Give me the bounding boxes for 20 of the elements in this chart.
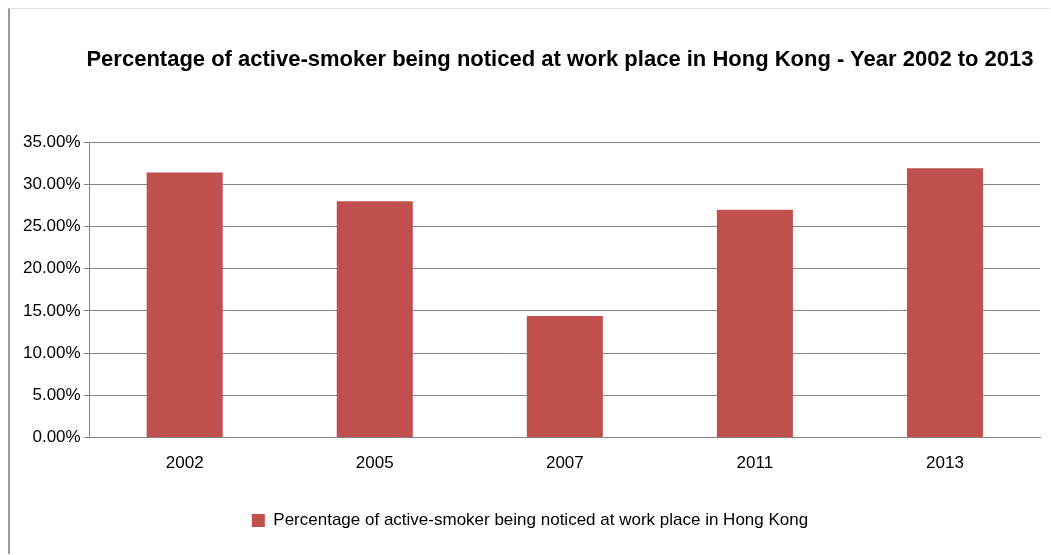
x-tick-label: 2011 bbox=[736, 453, 774, 473]
chart-title: Percentage of active-smoker being noticed at work place in Hong Kong - Year 2002 to 2013 bbox=[85, 45, 1035, 73]
y-tick-label: 15.00% bbox=[22, 300, 81, 320]
x-tick-label: 2007 bbox=[545, 453, 584, 473]
bar bbox=[716, 209, 793, 438]
y-tick-label: 30.00% bbox=[22, 174, 81, 194]
y-tick-label: 5.00% bbox=[32, 385, 81, 405]
y-tick-label: 20.00% bbox=[22, 258, 81, 278]
bar bbox=[906, 168, 983, 438]
x-tick-label: 2002 bbox=[165, 453, 204, 473]
y-tick-label: 35.00% bbox=[22, 131, 81, 151]
legend-label: Percentage of active-smoker being noticed at work place in Hong Kong bbox=[273, 510, 809, 530]
x-tick-label: 2013 bbox=[926, 453, 964, 473]
bar bbox=[336, 201, 413, 438]
bar bbox=[146, 172, 223, 438]
bar bbox=[526, 316, 603, 438]
y-tick-label: 0.00% bbox=[32, 427, 81, 447]
y-tick-label: 10.00% bbox=[22, 342, 81, 362]
x-tick-label: 2005 bbox=[355, 453, 394, 473]
y-tick-label: 25.00% bbox=[22, 216, 81, 236]
